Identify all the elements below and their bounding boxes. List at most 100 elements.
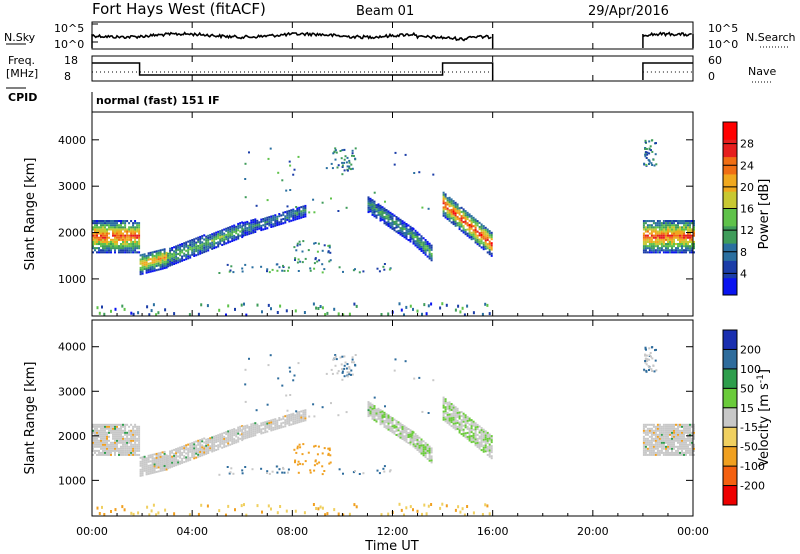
- velocity-cell: [486, 437, 489, 440]
- power-cell: [233, 237, 236, 240]
- power-cell: [102, 228, 104, 231]
- velocity-cell: [448, 413, 451, 416]
- velocity-cell: [454, 424, 457, 427]
- velocity-cell: [128, 451, 131, 454]
- velocity-cell: [124, 445, 127, 448]
- power-cell: [646, 251, 649, 254]
- velocity-speck: [229, 471, 232, 474]
- velocity-cell: [420, 440, 423, 443]
- velocity-cell: [94, 423, 96, 426]
- velocity-cell: [671, 435, 673, 438]
- power-cell: [272, 216, 275, 219]
- power-cell: [462, 229, 465, 232]
- power-colorbar-step: [723, 208, 737, 227]
- velocity-cell: [114, 433, 116, 436]
- power-near-range: [148, 313, 151, 317]
- power-cell: [667, 243, 669, 246]
- velocity-near-range: [121, 505, 124, 509]
- velocity-cell: [130, 437, 133, 440]
- power-speck: [241, 270, 244, 273]
- power-cell: [270, 225, 273, 228]
- velocity-cell: [177, 455, 180, 458]
- velocity-cell: [677, 427, 679, 430]
- velocity-cell: [466, 417, 469, 420]
- velocity-cell: [191, 454, 194, 457]
- power-cell: [102, 236, 104, 239]
- velocity-cell: [490, 439, 493, 442]
- velocity-cell: [159, 451, 162, 454]
- velocity-cell: [102, 433, 104, 436]
- power-cell: [405, 229, 408, 232]
- velocity-cell: [658, 425, 661, 428]
- velocity-cell: [246, 432, 249, 435]
- velocity-cell: [94, 435, 96, 438]
- power-cell: [687, 232, 689, 235]
- velocity-cell: [296, 413, 299, 416]
- power-cell: [460, 223, 463, 226]
- power-cell: [687, 226, 689, 229]
- power-cell: [104, 245, 106, 248]
- power-cell: [134, 247, 137, 250]
- power-cell: [387, 222, 390, 225]
- power-speck: [651, 164, 654, 166]
- velocity-cell: [644, 425, 647, 428]
- power-cell: [282, 211, 285, 214]
- velocity-cell: [646, 441, 649, 444]
- power-cell: [490, 233, 493, 236]
- power-cell: [420, 249, 423, 252]
- velocity-cell: [104, 453, 106, 456]
- velocity-cell: [393, 426, 396, 429]
- power-cell: [466, 211, 469, 214]
- power-cell: [262, 224, 265, 227]
- power-cell: [679, 230, 681, 233]
- power-cell: [448, 219, 451, 222]
- velocity-cell: [689, 437, 691, 440]
- power-cell: [391, 227, 394, 230]
- velocity-cell: [656, 447, 659, 450]
- power-speck: [345, 161, 348, 164]
- velocity-cell: [114, 427, 116, 430]
- power-cell: [478, 238, 481, 241]
- velocity-cell: [100, 435, 102, 438]
- power-cell: [450, 204, 453, 207]
- power-cell: [147, 271, 150, 274]
- power-speck: [325, 167, 328, 170]
- velocity-cell: [149, 468, 152, 471]
- velocity-cell: [141, 468, 144, 471]
- velocity-cell: [470, 429, 473, 432]
- power-cell: [274, 222, 277, 225]
- power-cell: [211, 247, 214, 250]
- velocity-cell: [193, 443, 196, 446]
- power-speck: [335, 151, 338, 154]
- velocity-cell: [375, 408, 378, 411]
- velocity-cell: [207, 452, 210, 454]
- power-cell: [183, 252, 186, 255]
- power-cell: [687, 247, 689, 250]
- power-cell: [128, 245, 131, 248]
- velocity-cell: [272, 422, 275, 425]
- power-near-range: [137, 311, 140, 315]
- velocity-cell: [665, 431, 667, 434]
- velocity-cell: [104, 431, 106, 434]
- power-cell: [462, 212, 465, 215]
- velocity-cell: [217, 440, 220, 443]
- velocity-cell: [399, 432, 402, 435]
- velocity-cell: [100, 439, 102, 442]
- velocity-cell: [420, 452, 423, 455]
- velocity-cell: [369, 404, 372, 407]
- velocity-cell: [482, 436, 485, 439]
- velocity-cell: [108, 453, 110, 456]
- velocity-cell: [114, 425, 116, 428]
- power-near-range: [348, 312, 351, 316]
- power-cell: [286, 214, 289, 217]
- power-cell: [389, 216, 392, 219]
- power-cell: [173, 262, 176, 265]
- power-cell: [658, 238, 661, 241]
- velocity-cell: [134, 439, 137, 442]
- velocity-cell: [195, 456, 198, 459]
- power-cell: [679, 222, 681, 225]
- power-cell: [108, 226, 110, 229]
- power-colorbar-tick-label: 24: [740, 159, 754, 172]
- power-cell: [480, 238, 483, 241]
- power-cell: [161, 261, 164, 264]
